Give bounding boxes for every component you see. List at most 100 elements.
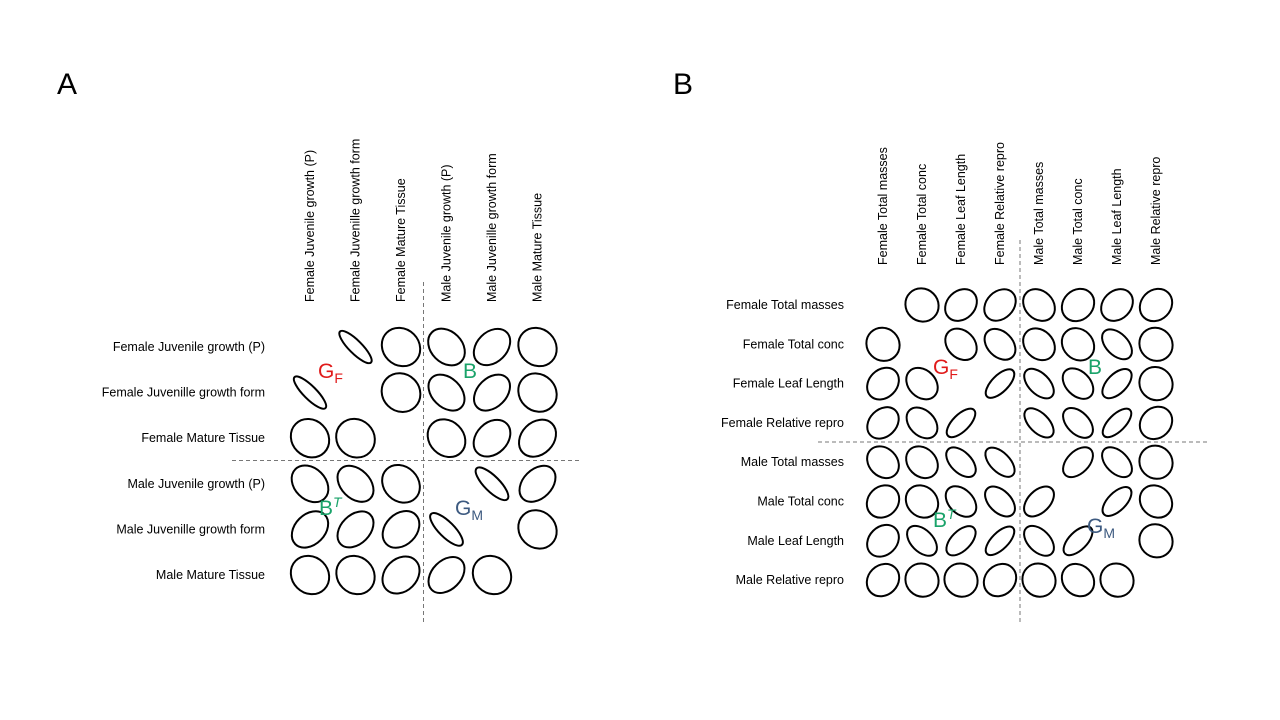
block-label-gm: GM <box>455 497 483 523</box>
correlation-ellipse <box>290 510 330 549</box>
correlation-ellipse <box>1101 328 1133 361</box>
correlation-ellipse <box>904 287 940 323</box>
correlation-ellipse <box>1138 523 1174 559</box>
correlation-ellipse <box>290 464 330 504</box>
correlation-ellipse <box>1023 524 1055 557</box>
correlation-ellipse <box>904 484 940 519</box>
column-label: Female Relative repro <box>993 142 1007 265</box>
correlation-ellipse <box>292 375 328 410</box>
correlation-ellipse <box>984 446 1016 478</box>
correlation-ellipse <box>945 446 977 478</box>
correlation-ellipse <box>517 326 558 368</box>
correlation-ellipse <box>866 406 900 440</box>
correlation-ellipse <box>289 418 331 459</box>
correlation-ellipse <box>983 327 1017 361</box>
correlation-ellipse <box>984 368 1016 399</box>
correlation-ellipse <box>1101 446 1133 479</box>
row-label: Male Juvenille growth form <box>116 522 265 536</box>
panel-b-letter: B <box>673 68 693 101</box>
correlation-ellipse <box>1062 446 1094 479</box>
row-label: Female Juvenile growth (P) <box>113 340 265 354</box>
row-label: Female Relative repro <box>721 416 844 430</box>
block-label-bt: BT <box>933 506 957 532</box>
correlation-ellipse <box>427 373 466 412</box>
correlation-ellipse <box>426 418 467 459</box>
correlation-ellipse <box>865 326 901 362</box>
row-label: Male Total masses <box>741 455 844 469</box>
correlation-ellipse <box>865 562 901 598</box>
correlation-ellipse <box>381 510 421 549</box>
panel-b-correlation-matrix: Female Total masses Female Total conc Fema… <box>721 142 1208 625</box>
correlation-ellipse <box>471 554 513 596</box>
correlation-ellipse <box>865 484 901 519</box>
correlation-ellipse <box>1138 484 1174 519</box>
correlation-ellipse <box>1138 444 1174 480</box>
column-label: Female Juvenile growth (P) <box>303 150 317 302</box>
column-label: Male Relative repro <box>1149 157 1163 265</box>
correlation-ellipse <box>904 562 940 598</box>
correlation-ellipse <box>984 485 1016 518</box>
column-label: Male Total conc <box>1071 178 1085 265</box>
correlation-ellipse <box>984 525 1016 557</box>
correlation-ellipse <box>1138 365 1174 402</box>
correlation-ellipse <box>472 418 512 458</box>
correlation-ellipse <box>1062 525 1094 557</box>
correlation-ellipse <box>943 562 979 598</box>
correlation-ellipse <box>1022 327 1056 362</box>
row-label: Female Leaf Length <box>733 377 844 391</box>
correlation-ellipse <box>1138 287 1174 323</box>
correlation-ellipse <box>1062 406 1094 439</box>
correlation-ellipse <box>944 288 978 322</box>
panel-a-correlation-matrix: Female Juvenile growth (P) Female Juvenil… <box>102 139 580 622</box>
correlation-ellipse <box>982 562 1018 598</box>
block-label-b: B <box>463 360 477 383</box>
correlation-ellipse <box>517 418 558 458</box>
correlation-ellipse <box>1138 326 1174 362</box>
correlation-ellipse <box>866 445 900 480</box>
row-label: Female Total masses <box>726 298 844 312</box>
column-label: Female Mature Tissue <box>394 178 408 302</box>
correlation-ellipse <box>338 329 373 365</box>
correlation-ellipse <box>380 326 422 368</box>
correlation-ellipse <box>336 510 375 549</box>
correlation-ellipse <box>1023 367 1055 400</box>
row-label: Female Juvenille growth form <box>102 386 265 400</box>
correlation-ellipse <box>517 509 558 550</box>
correlation-ellipse <box>1138 405 1174 441</box>
correlation-ellipse <box>1061 367 1095 400</box>
correlation-ellipse <box>1100 288 1134 322</box>
row-label: Male Total conc <box>757 495 844 509</box>
correlation-ellipse <box>945 525 977 557</box>
column-label: Male Juvenile growth (P) <box>440 164 454 302</box>
correlation-ellipse <box>289 554 331 596</box>
correlation-ellipse <box>1060 287 1096 323</box>
column-label: Male Leaf Length <box>1110 168 1124 265</box>
correlation-ellipse <box>474 466 510 502</box>
correlation-ellipse <box>381 463 421 504</box>
correlation-ellipse <box>336 464 375 503</box>
correlation-ellipse <box>427 327 466 367</box>
correlation-ellipse <box>905 445 939 480</box>
correlation-ellipse <box>1021 562 1057 598</box>
column-label: Male Mature Tissue <box>531 193 545 302</box>
correlation-ellipse <box>1023 485 1055 518</box>
correlation-ellipse <box>905 406 939 440</box>
correlation-ellipse <box>517 372 558 413</box>
correlation-ellipse <box>866 523 900 558</box>
correlation-ellipse <box>427 556 466 594</box>
row-label: Male Juvenile growth (P) <box>127 477 265 491</box>
correlation-ellipse <box>1101 486 1133 517</box>
row-label: Male Mature Tissue <box>156 568 265 582</box>
block-label-gf: GF <box>318 360 343 386</box>
correlation-ellipse <box>518 464 557 503</box>
column-label: Female Juvenille growth form <box>349 139 363 302</box>
correlation-ellipse <box>866 366 900 401</box>
correlation-ellipse <box>335 554 376 596</box>
correlation-ellipse <box>1101 368 1133 400</box>
correlation-ellipse <box>429 512 464 547</box>
row-label: Female Total conc <box>743 337 844 351</box>
correlation-ellipse <box>944 327 978 362</box>
correlation-ellipse <box>945 407 977 439</box>
correlation-ellipse <box>1101 407 1133 439</box>
correlation-ellipse <box>905 366 939 401</box>
